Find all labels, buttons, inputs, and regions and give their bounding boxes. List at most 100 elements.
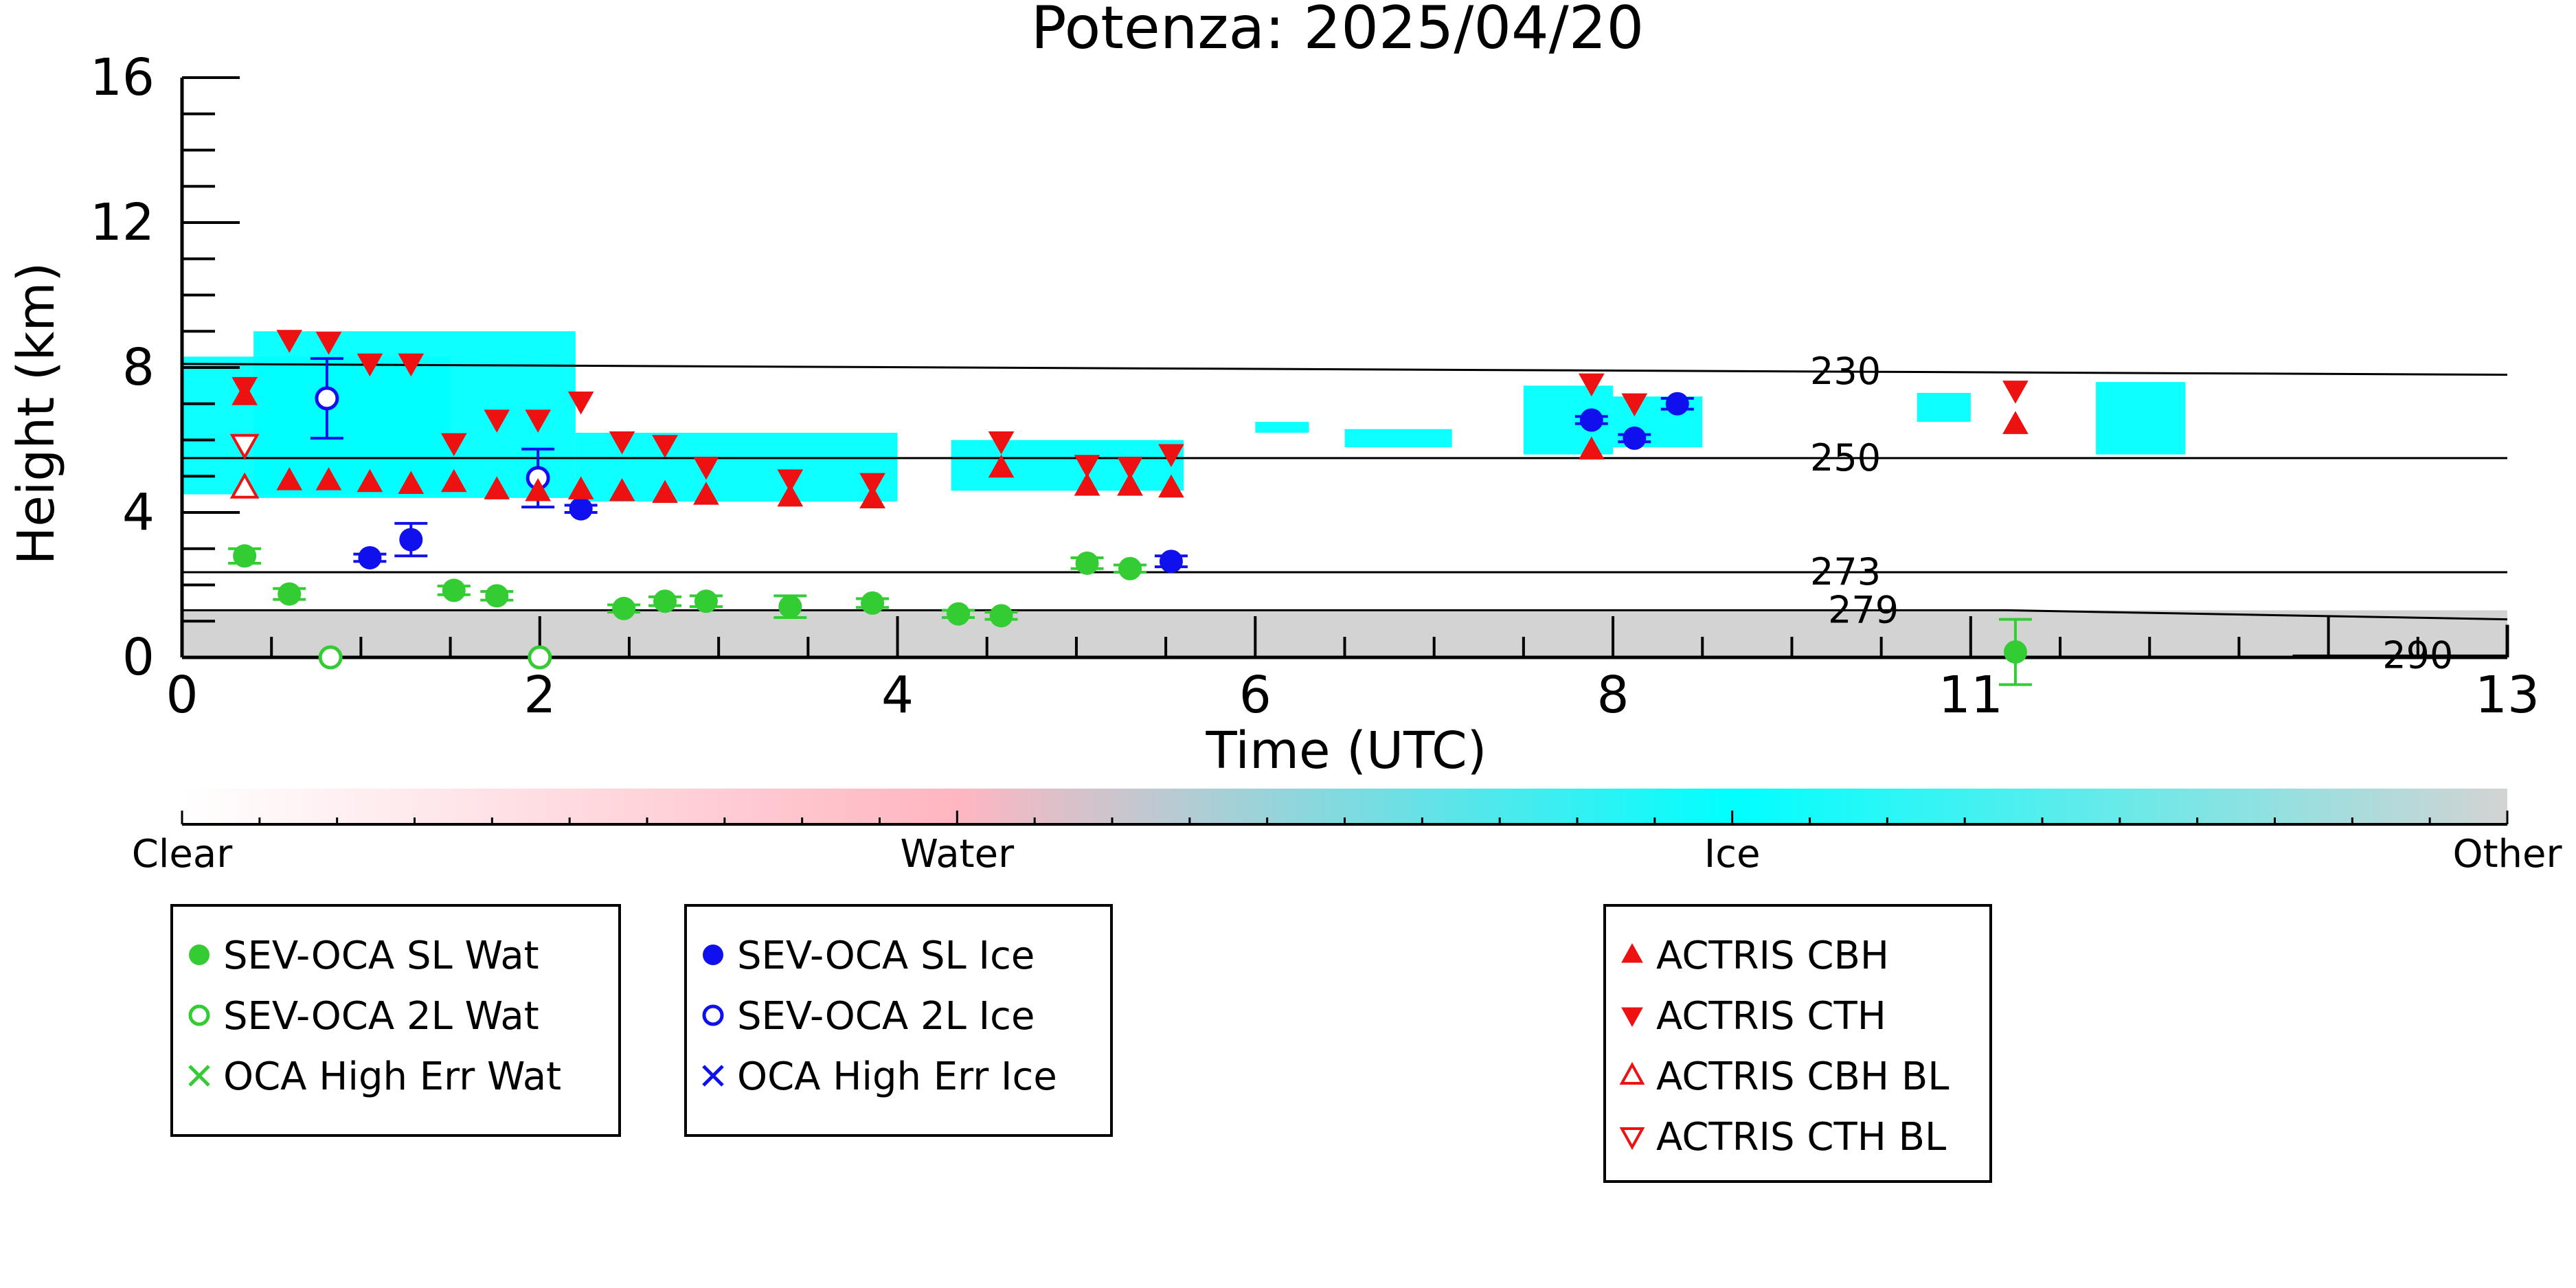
colorbar-label: Clear (132, 832, 233, 877)
point-sev-oca-sl-wat (278, 582, 302, 606)
colorbar-label: Water (901, 832, 1015, 877)
x-tick-label: 6 (1239, 666, 1272, 725)
point-sev-oca-sl-wat (947, 602, 971, 626)
point-actris-cth (484, 409, 510, 433)
point-actris-cbh (859, 485, 885, 509)
legend-label: SEV-OCA 2L Ice (737, 994, 1035, 1039)
point-sev-oca-sl-wat (233, 544, 257, 568)
point-actris-cbh (484, 476, 510, 499)
point-actris-cth (859, 473, 885, 497)
point-actris-cth (1158, 444, 1184, 467)
contour-label: 250 (1810, 436, 1881, 479)
point-actris-cth (1074, 455, 1100, 478)
point-actris-cth (567, 391, 594, 415)
legend-label: OCA High Err Ice (737, 1054, 1057, 1099)
x-tick-label: 13 (2475, 666, 2540, 725)
y-tick-label: 8 (122, 338, 155, 397)
point-actris-cth (440, 433, 467, 457)
point-actris-cbh-bl (229, 472, 260, 499)
chart-title: Potenza: 2025/04/20 (1031, 0, 1644, 63)
point-actris-cth (276, 330, 303, 353)
ice-cloud-patch (1255, 422, 1309, 433)
legend-label: SEV-OCA SL Ice (737, 934, 1035, 978)
contour-label: 273 (1810, 550, 1881, 594)
point-sev-oca-2l-wat (528, 645, 552, 670)
point-actris-cth-bl (229, 433, 260, 460)
point-actris-cth (231, 376, 258, 400)
colorbar-label: Other (2452, 832, 2562, 877)
point-sev-oca-sl-wat (861, 591, 885, 615)
x-tick-label: 11 (1939, 666, 2003, 725)
colorbar-label: Ice (1704, 832, 1761, 877)
legend-marker (1619, 1127, 1645, 1151)
point-sev-oca-sl-wat (612, 596, 636, 620)
point-actris-cbh (567, 476, 594, 499)
point-sev-oca-2l-wat (318, 645, 343, 670)
legend-marker (188, 1004, 210, 1026)
point-actris-cth (693, 456, 719, 480)
point-sev-oca-sl-wat (1118, 556, 1142, 580)
x-tick-label: 2 (523, 666, 556, 725)
point-actris-cth (1621, 393, 1648, 417)
point-sev-oca-sl-wat (778, 595, 802, 619)
point-sev-oca-sl-ice (569, 497, 593, 521)
point-actris-cbh (652, 479, 678, 504)
point-sev-oca-sl-ice (1159, 550, 1183, 574)
y-tick-label: 16 (90, 48, 155, 107)
point-actris-cth (315, 331, 342, 355)
point-sev-oca-sl-wat (694, 589, 718, 613)
legend-marker (1621, 942, 1643, 963)
point-sev-oca-2l-ice (315, 386, 339, 411)
point-actris-cbh (315, 467, 342, 490)
point-sev-oca-sl-wat (989, 604, 1013, 628)
point-actris-cbh (357, 468, 383, 493)
contour-label: 279 (1828, 588, 1899, 631)
x-tick-label: 8 (1597, 666, 1629, 725)
legend-label: ACTRIS CTH BL (1656, 1115, 1946, 1160)
point-actris-cth (609, 431, 635, 455)
legend-label: SEV-OCA SL Wat (223, 934, 539, 978)
point-actris-cth (2002, 381, 2029, 404)
y-tick-label: 12 (90, 193, 155, 252)
y-axis-label: Height (km) (7, 262, 66, 565)
point-actris-cbh (1578, 436, 1605, 460)
point-actris-cth (398, 353, 425, 377)
legend-label: ACTRIS CBH BL (1656, 1054, 1949, 1099)
ice-cloud-patch (951, 440, 1184, 491)
point-actris-cbh (525, 477, 552, 501)
point-actris-cth (988, 431, 1015, 455)
legend-marker (702, 1004, 724, 1026)
legend-label: SEV-OCA 2L Wat (223, 994, 539, 1039)
point-sev-oca-sl-wat (2003, 640, 2027, 664)
x-axis-label: Time (UTC) (1205, 721, 1487, 780)
legend-marker (189, 945, 210, 965)
legend-marker (703, 945, 723, 965)
point-sev-oca-sl-wat (442, 578, 466, 602)
point-sev-oca-sl-ice (1665, 392, 1689, 416)
point-sev-oca-sl-wat (1075, 551, 1099, 575)
ice-cloud-patch (2096, 382, 2186, 455)
legend-box (684, 904, 1113, 1137)
point-sev-oca-sl-ice (399, 528, 423, 552)
point-actris-cbh (693, 482, 719, 505)
point-actris-cbh (440, 468, 467, 493)
point-actris-cbh (988, 454, 1015, 478)
x-tick-label: 4 (881, 666, 914, 725)
point-actris-cth (652, 435, 678, 458)
plot-background (182, 331, 2507, 657)
ice-cloud-patch (1917, 392, 1971, 422)
legend-marker (1621, 1007, 1643, 1028)
legend-marker (188, 1065, 210, 1087)
point-actris-cbh (1074, 473, 1100, 496)
contour-label: 230 (1810, 350, 1881, 393)
y-tick-label: 0 (122, 628, 155, 687)
point-actris-cth (1578, 373, 1605, 397)
point-actris-cbh (1158, 474, 1184, 498)
point-sev-oca-sl-ice (1579, 408, 1603, 432)
legend-box (1603, 904, 1992, 1183)
point-actris-cbh (2002, 411, 2029, 434)
legend-marker (1619, 1061, 1645, 1085)
axes: 0 4 8 12 16 0 2 4 6 8 11 13 (90, 48, 2540, 725)
